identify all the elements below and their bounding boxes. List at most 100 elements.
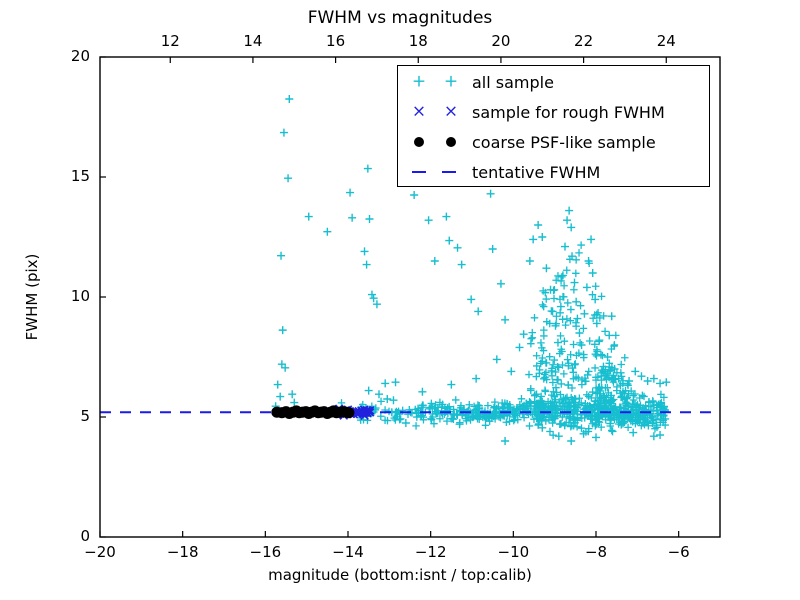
data-point-plus [465,400,474,409]
data-point-plus [624,423,632,432]
data-point-plus [273,380,282,389]
data-point-plus [360,247,369,256]
data-point-plus [558,315,567,324]
data-point-plus [556,309,564,317]
data-point-plus [640,392,648,401]
data-point-plus [419,401,427,410]
data-point-plus [401,419,410,427]
data-point-plus [284,174,293,183]
data-point-plus [607,312,616,321]
data-point-plus [601,327,609,336]
data-point-plus [561,242,569,251]
data-point-plus [279,128,288,137]
data-point-plus [567,305,575,314]
data-point-plus [363,164,372,173]
legend-marker-dashed-line-icon [398,157,472,187]
data-point-cross [364,406,373,416]
data-point-plus [555,398,563,406]
legend-label-tentative-fwhm: tentative FWHM [472,162,601,182]
data-point-plus [518,404,527,412]
data-point-plus [553,338,562,347]
data-point-plus [442,212,451,221]
data-point-plus [583,391,591,399]
data-point-plus [467,295,476,304]
data-point-plus [457,260,466,269]
data-point-plus [567,393,575,402]
data-point-plus [649,407,657,415]
data-point-plus [559,293,567,301]
data-point-plus [589,314,597,323]
data-point-plus [621,400,630,408]
data-point-plus [629,391,638,400]
data-point-plus [470,402,478,411]
data-point-plus [617,360,625,369]
data-point-plus [285,95,294,103]
data-point-plus [559,395,568,403]
data-point-plus [570,278,579,287]
data-point-plus [491,415,499,423]
legend-label-coarse-psf: coarse PSF-like sample [472,132,656,152]
data-point-plus [427,415,436,424]
data-point-plus [569,340,578,349]
x-tick-label: −12 [414,543,447,561]
data-point-plus [556,420,564,428]
data-point-plus [583,371,592,379]
data-point-plus [638,391,647,400]
data-point-plus [549,361,557,369]
data-point-plus [605,373,613,382]
data-point-plus [592,419,600,427]
data-point-plus [639,419,647,427]
page-title: FWHM vs magnitudes [307,8,493,28]
data-point-plus [538,354,547,362]
data-point-plus [520,413,528,422]
data-point-plus [277,251,286,260]
data-point-plus [534,420,543,428]
data-point-plus [632,408,641,417]
data-point-plus [594,383,603,392]
data-point-plus [452,396,460,404]
data-point-plus [588,290,597,299]
data-point-plus [538,301,547,309]
x-axis-label: magnitude (bottom:isnt / top:calib) [268,566,532,584]
data-point-plus [657,398,666,407]
data-point-plus [568,252,577,261]
data-point-plus [548,419,557,427]
data-point-plus [550,356,559,364]
data-point-plus [510,415,519,424]
legend-marker-dot-icon [398,127,472,157]
legend-entry-tentative-fwhm: tentative FWHM [398,157,709,187]
data-point-plus [540,370,549,379]
data-point-plus [414,404,422,413]
data-point-plus [615,418,624,427]
data-point-plus [389,396,398,405]
data-point-plus [637,372,646,381]
data-point-plus [546,427,554,436]
data-point-plus [436,414,444,423]
data-point-plus [581,401,590,410]
data-point-plus [364,386,373,395]
data-point-plus [599,362,608,371]
data-point-plus [557,345,565,354]
data-point-plus [564,359,573,368]
data-point-plus [572,318,580,327]
data-point-plus [534,221,543,229]
data-point-plus [603,353,612,361]
data-point-plus [579,324,588,333]
data-point-plus [566,316,575,325]
data-point-plus [588,269,597,277]
data-point-plus [621,353,629,362]
data-point-plus [500,412,509,420]
data-point-plus [502,418,511,427]
data-point-plus [527,339,535,348]
data-point-plus [453,243,462,252]
data-point-plus [596,350,605,359]
data-point-plus [556,302,565,311]
data-point-plus [613,386,621,395]
data-point-plus [633,416,641,425]
data-point-plus [558,413,567,421]
data-point-plus [567,422,575,431]
data-point-plus [396,415,405,423]
data-point-plus [573,403,581,412]
x-tick-label: −10 [497,543,530,561]
